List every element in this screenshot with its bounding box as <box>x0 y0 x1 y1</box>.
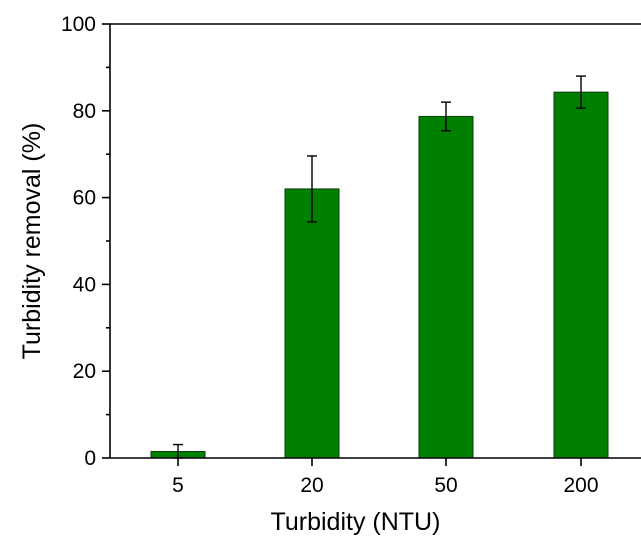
y-tick-label: 80 <box>73 100 96 123</box>
y-tick-label: 0 <box>84 447 96 470</box>
x-tick-label: 5 <box>172 474 184 497</box>
x-tick-label: 50 <box>434 474 457 497</box>
y-axis-title: Turbidity removal (%) <box>18 123 46 360</box>
bar-50 <box>418 115 474 459</box>
error-bar-20 <box>307 155 317 223</box>
y-tick-label: 100 <box>61 13 96 36</box>
bars-layer <box>150 91 609 459</box>
bar-200 <box>553 91 609 459</box>
x-ticks-layer: 5 20 50 200 <box>172 458 599 497</box>
y-tick-label: 20 <box>73 360 96 383</box>
bar-20 <box>284 188 340 459</box>
y-tick-label: 40 <box>73 273 96 296</box>
error-bar-200 <box>576 75 586 109</box>
x-tick-label: 200 <box>563 474 598 497</box>
x-tick-label: 20 <box>300 474 323 497</box>
error-bars-layer <box>173 75 586 459</box>
y-tick-label: 60 <box>73 187 96 210</box>
y-ticks-layer: 0 20 40 60 80 100 <box>61 13 110 470</box>
error-bar-50 <box>441 101 451 132</box>
x-axis-title: Turbidity (NTU) <box>271 508 441 536</box>
